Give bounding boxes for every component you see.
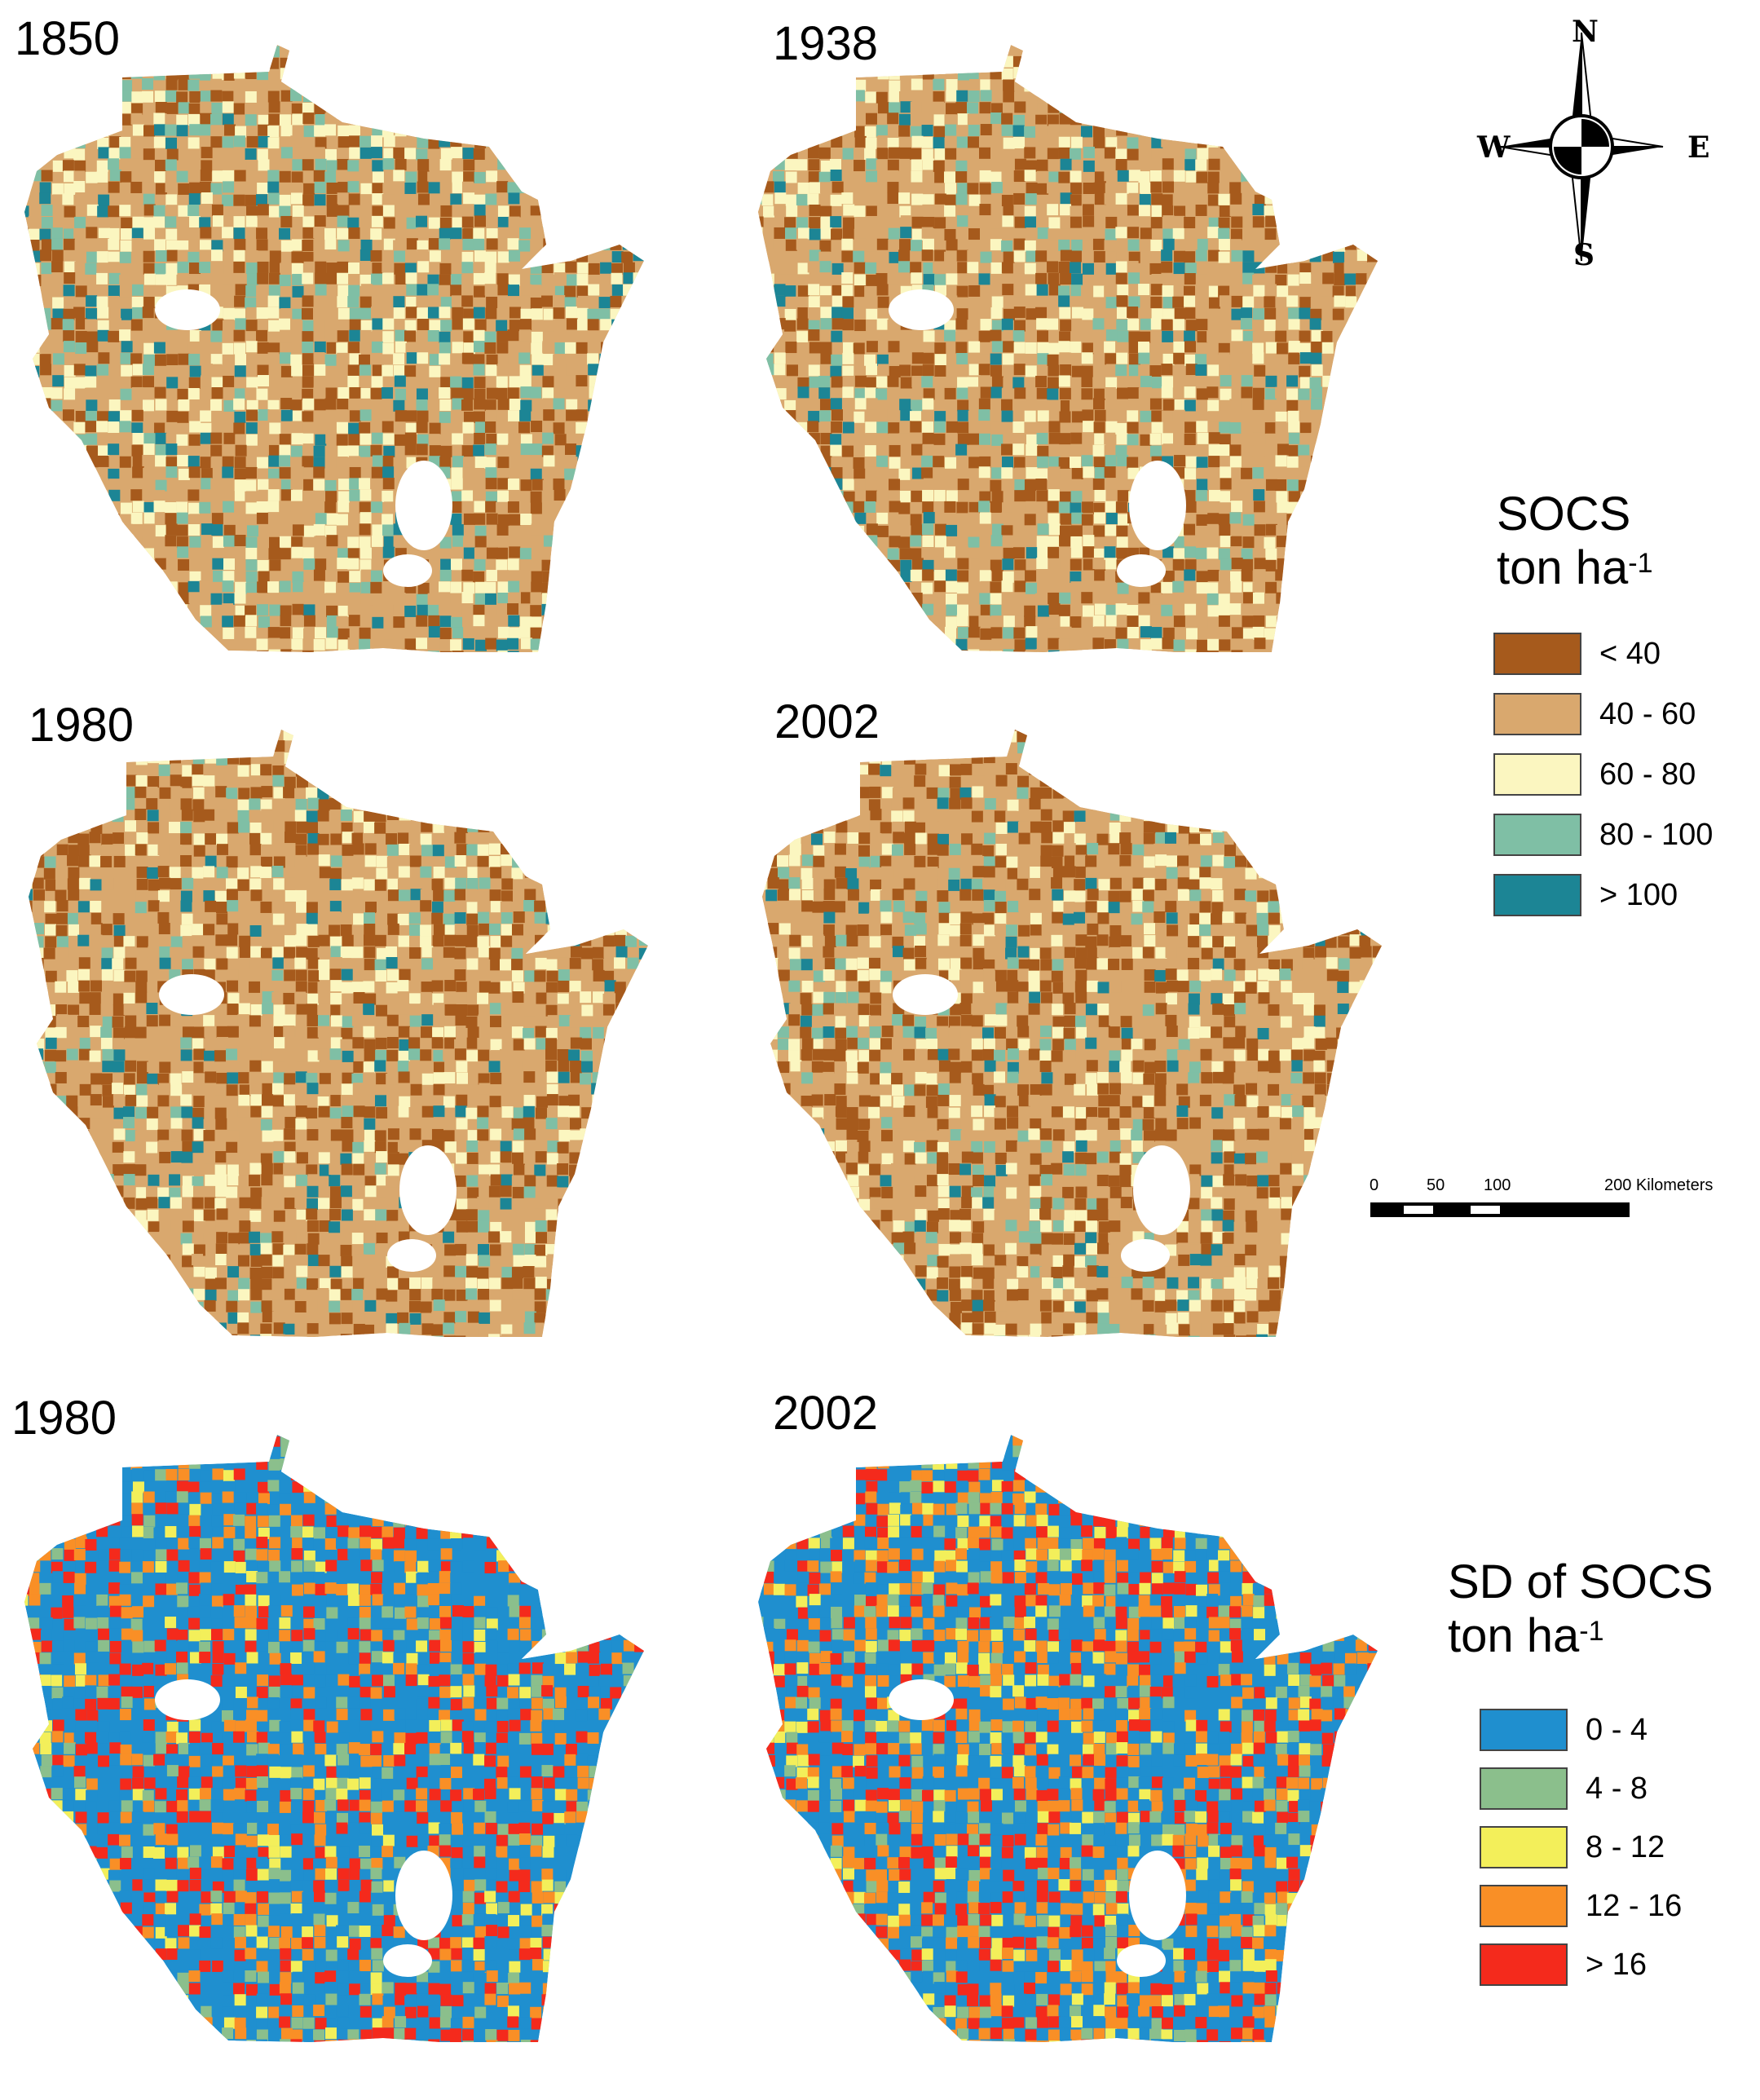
map-year-label-1980: 1980 <box>29 699 135 752</box>
map-year-label-1938: 1938 <box>773 17 879 70</box>
sd-legend-swatch <box>1480 1709 1568 1751</box>
socs-legend-label: < 40 <box>1599 637 1661 671</box>
sd-map-year-label-1980: 1980 <box>11 1392 117 1445</box>
socs-legend-title: SOCS ton ha-1 <box>1497 488 1653 594</box>
sd-legend-swatch <box>1480 1943 1568 1986</box>
map-panel-3 <box>29 730 648 1337</box>
socs-legend-swatch <box>1493 693 1581 735</box>
north-arrow-compass-icon <box>1499 32 1664 262</box>
compass-north-label: N <box>1572 15 1599 49</box>
map-panel-2 <box>758 45 1378 652</box>
sd-legend-label: 12 - 16 <box>1586 1889 1683 1923</box>
socs-legend-label: 60 - 80 <box>1599 757 1696 792</box>
compass-east-label: E <box>1687 130 1710 165</box>
socs-legend-label: 40 - 60 <box>1599 697 1696 731</box>
map-year-label-1850: 1850 <box>15 12 121 65</box>
sd-legend-swatch <box>1480 1767 1568 1810</box>
sd-legend-title: SD of SOCS ton ha-1 <box>1448 1555 1714 1662</box>
socs-legend-swatch <box>1493 633 1581 675</box>
compass-south-label: S <box>1573 238 1595 272</box>
scale-bar <box>1370 1202 1630 1217</box>
sd-legend-label: > 16 <box>1586 1948 1648 1982</box>
map-panel-6 <box>758 1435 1378 2042</box>
socs-legend-swatch <box>1493 753 1581 796</box>
socs-legend-label: 80 - 100 <box>1599 818 1714 852</box>
socs-legend-swatch <box>1493 874 1581 916</box>
map-year-label-2002: 2002 <box>774 695 880 748</box>
sd-legend-swatch <box>1480 1885 1568 1927</box>
socs-legend-label: > 100 <box>1599 878 1678 912</box>
socs-legend-swatch <box>1493 814 1581 856</box>
sd-legend-label: 4 - 8 <box>1586 1771 1648 1806</box>
sd-map-year-label-2002: 2002 <box>773 1387 879 1440</box>
map-panel-4 <box>762 730 1382 1337</box>
sd-legend-swatch <box>1480 1826 1568 1868</box>
scale-tick-0: 0 <box>1370 1176 1379 1194</box>
scale-tick-100: 100 <box>1484 1176 1511 1194</box>
compass-west-label: W <box>1477 130 1511 165</box>
sd-legend-label: 8 - 12 <box>1586 1830 1665 1864</box>
map-panel-5 <box>24 1435 644 2042</box>
sd-legend-label: 0 - 4 <box>1586 1713 1648 1747</box>
scale-tick-200-kilometers: 200 Kilometers <box>1604 1176 1714 1194</box>
map-panel-1 <box>24 45 644 652</box>
scale-tick-50: 50 <box>1427 1176 1445 1194</box>
